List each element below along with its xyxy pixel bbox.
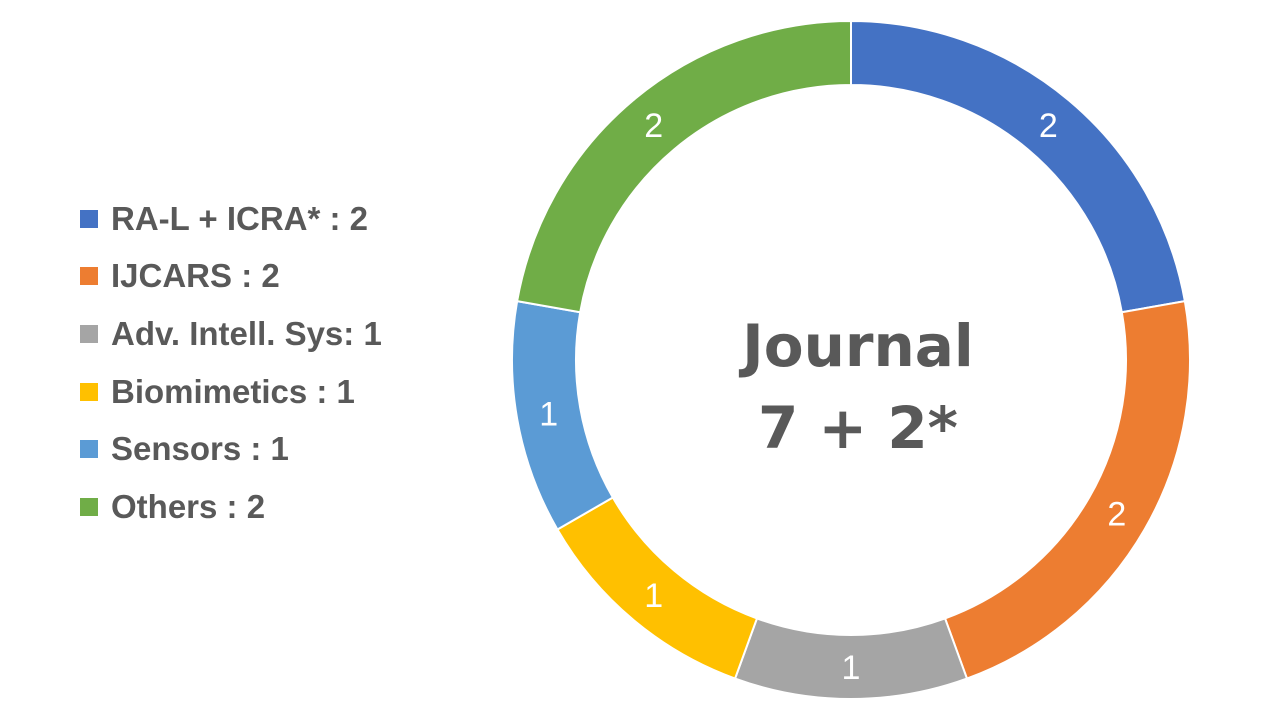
- slice-data-label: 2: [644, 107, 663, 145]
- legend-label: RA-L + ICRA* : 2: [111, 199, 369, 237]
- legend-label: Others : 2: [111, 487, 266, 525]
- slice-data-label: 2: [1039, 107, 1058, 145]
- legend-swatch: [80, 497, 98, 516]
- legend-swatch: [80, 324, 98, 343]
- legend-item: Others : 2: [80, 478, 382, 536]
- slice-data-label: 1: [539, 395, 558, 433]
- legend-swatch: [80, 209, 98, 228]
- donut-slice: [943, 299, 1191, 680]
- slice-data-label: 2: [1107, 496, 1126, 534]
- legend-item: IJCARS : 2: [80, 248, 382, 306]
- legend-label: Sensors : 1: [111, 430, 289, 468]
- legend-label: Biomimetics : 1: [111, 372, 355, 410]
- chart-legend: RA-L + ICRA* : 2 IJCARS : 2 Adv. Intell. S…: [80, 190, 382, 536]
- slice-data-label: 1: [644, 577, 663, 615]
- legend-item: Adv. Intell. Sys: 1: [80, 305, 382, 363]
- legend-label: Adv. Intell. Sys: 1: [111, 314, 382, 352]
- center-title: Journal: [738, 312, 974, 380]
- legend-label: IJCARS : 2: [111, 257, 280, 295]
- center-subtitle: 7 + 2*: [758, 394, 958, 462]
- donut-slice: [515, 19, 852, 314]
- donut-slice: [510, 299, 615, 531]
- legend-swatch: [80, 382, 98, 401]
- slice-data-label: 1: [842, 649, 861, 687]
- donut-slice: [850, 19, 1187, 314]
- legend-item: Sensors : 1: [80, 420, 382, 478]
- legend-swatch: [80, 267, 98, 286]
- donut-data-labels: 2 2 1 1 1 2: [539, 107, 1126, 687]
- legend-swatch: [80, 440, 98, 459]
- donut-slices: [510, 19, 1191, 701]
- legend-item: RA-L + ICRA* : 2: [80, 190, 382, 248]
- legend-item: Biomimetics : 1: [80, 363, 382, 421]
